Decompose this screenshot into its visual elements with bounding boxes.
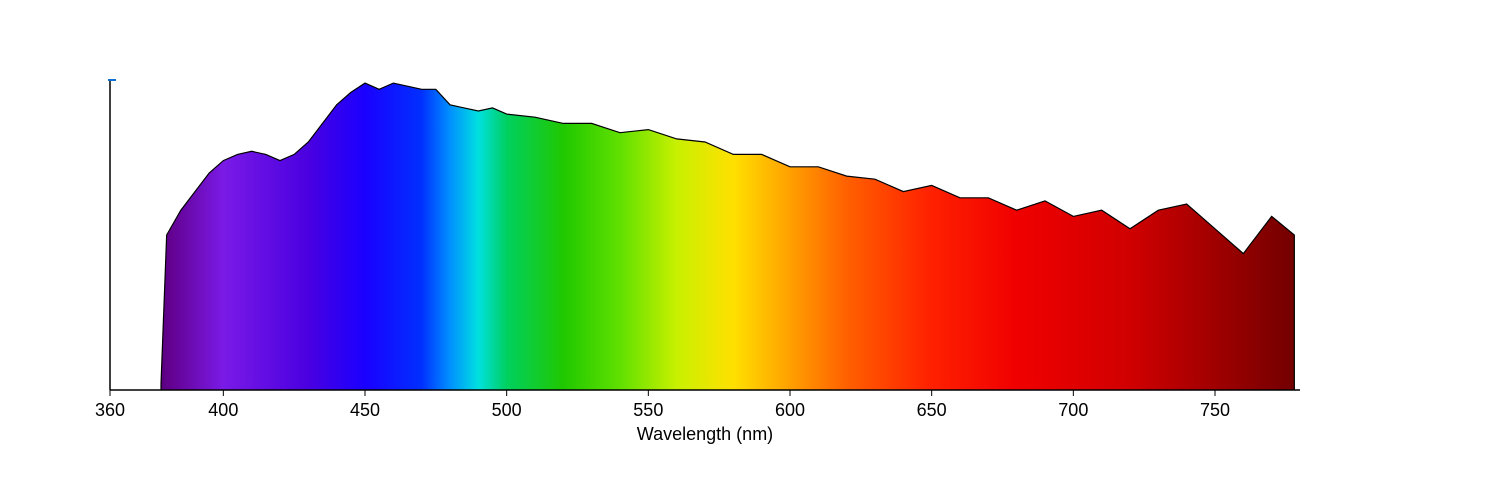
x-tick-label: 700 (1058, 400, 1088, 420)
x-tick-label: 360 (95, 400, 125, 420)
spectrum-svg: 360 400 450 500 550 600 650 700 750 Wavelength (n… (0, 0, 1500, 500)
x-tick-label: 750 (1200, 400, 1230, 420)
x-axis-label: Wavelength (nm) (637, 424, 773, 444)
x-tick-label: 550 (633, 400, 663, 420)
x-tick-label: 600 (775, 400, 805, 420)
x-tick-label: 650 (917, 400, 947, 420)
spectrum-area (110, 80, 1300, 390)
spectrum-chart: 360 400 450 500 550 600 650 700 750 Wavelength (n… (0, 0, 1500, 500)
x-tick-label: 450 (350, 400, 380, 420)
x-tick-label: 400 (208, 400, 238, 420)
x-tick-label: 500 (492, 400, 522, 420)
